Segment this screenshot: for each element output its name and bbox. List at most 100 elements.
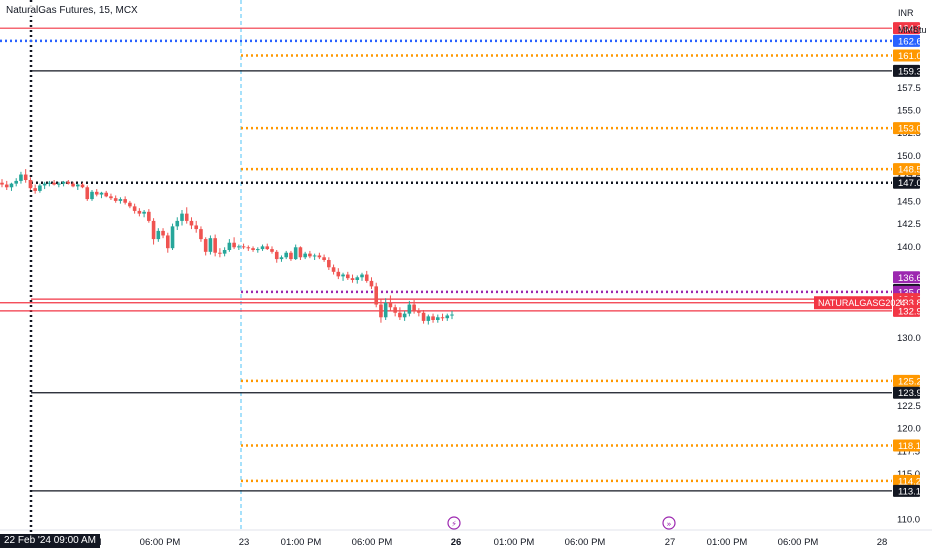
candle-body [222,250,227,254]
candle-body [151,220,156,240]
candle-body [398,312,402,318]
price-axis-badge-label: 118.1 [898,441,921,452]
candle-body [0,182,4,185]
candle-body [350,278,355,280]
candle-body [199,229,203,240]
candle-body [184,213,189,221]
candle-body [308,253,312,257]
candle-body [14,180,19,184]
candle-body [345,274,350,279]
candle-body [61,181,66,184]
time-axis-tick-label: 06:00 PM [778,537,819,548]
candle-body [284,252,289,258]
candle-body [33,188,37,191]
price-axis-badge-label: 162.6 [898,36,922,47]
price-axis-badge [893,374,920,387]
symbol-title[interactable]: NaturalGas Futures, 15, MCX [4,5,140,16]
time-axis-tick-label: 23 [239,537,250,548]
price-axis-badge [893,49,920,62]
event-icon-glyph: ⚡ [451,520,457,529]
price-axis-badge-label: 123.9 [898,388,922,399]
y-axis-tick-label: 140.0 [897,242,921,253]
price-axis-badge [893,484,920,497]
candle-body [246,247,251,249]
candle-body [9,183,14,188]
candle-body [393,307,397,313]
candle-body [47,182,52,184]
candle-body [440,317,445,319]
unit-label[interactable]: MMBtu [898,25,927,35]
candle-body [317,255,322,258]
price-axis-badge-label: 153.0 [898,124,922,135]
candle-body [274,251,279,260]
price-axis-badge [893,474,920,487]
candle-body [435,317,440,320]
candle-body [28,180,33,189]
price-axis-badge-label: 147.0 [898,178,922,189]
price-axis-badge-label: 148.5 [898,165,922,176]
event-icon-glyph: » [667,520,672,529]
candle-body [255,249,260,251]
time-axis-tick-label: 28 [877,537,888,548]
candle-body [360,274,364,278]
price-axis-badge [893,304,920,317]
time-axis-tick-label: 06:00 PM [140,537,181,548]
time-axis-tick-label: 01:00 PM [494,537,535,548]
candle-body [165,235,170,249]
price-axis-badge [893,163,920,176]
candle-body [379,304,383,318]
candle-body [241,246,246,248]
candle-body [218,252,222,254]
candle-body [232,242,236,248]
candle-body [298,247,303,258]
candle-body [270,249,274,252]
candle-body [156,230,161,240]
candle-body [132,206,137,211]
candle-body [426,316,431,321]
candle-body [99,192,104,195]
candle-body [180,213,184,221]
candle-body [113,198,118,201]
candle-body [213,238,217,253]
candle-body [417,310,421,313]
candle-body [161,230,165,236]
candle-body [94,191,99,195]
y-axis-tick-label: 110.0 [897,515,920,526]
candle-body [388,302,393,308]
candle-body [341,274,345,277]
split-icon[interactable]: » [662,516,676,530]
time-axis-tick-label: 26 [451,537,462,548]
candle-body [109,196,113,199]
candle-body [66,181,71,184]
time-axis-tick-label: 01:00 PM [707,537,748,548]
y-axis-tick-label: 120.0 [897,424,921,435]
candle-body [128,202,132,207]
candle-body [194,225,199,230]
candle-body [251,248,255,250]
price-axis-badge [893,271,920,284]
price-axis-badge-label: 133.8 [898,298,922,309]
y-axis-tick-label: 122.5 [897,401,921,412]
y-axis-tick-label: 142.5 [897,219,921,230]
dividend-icon[interactable]: ⚡ [447,516,461,530]
candle-body [293,247,298,260]
time-axis-tick-label: 06:00 PM [352,537,393,548]
currency-label[interactable]: INR [898,8,914,18]
y-axis-tick-label: 117.5 [897,446,920,457]
candle-body [421,312,426,321]
event-icon-circle [662,516,676,530]
candle-body [450,314,454,316]
candle-body [383,302,388,318]
scale-info: INR MMBtu [898,5,927,39]
y-axis-tick-label: 155.0 [897,106,921,117]
price-axis-badge-label: 132.9 [898,306,922,317]
candle-body [237,246,241,248]
candle-body [170,226,175,249]
candle-body [208,238,213,252]
candle-body [402,313,407,318]
candle-body [147,211,151,221]
candle-body [336,271,341,277]
candle-body [331,267,336,272]
